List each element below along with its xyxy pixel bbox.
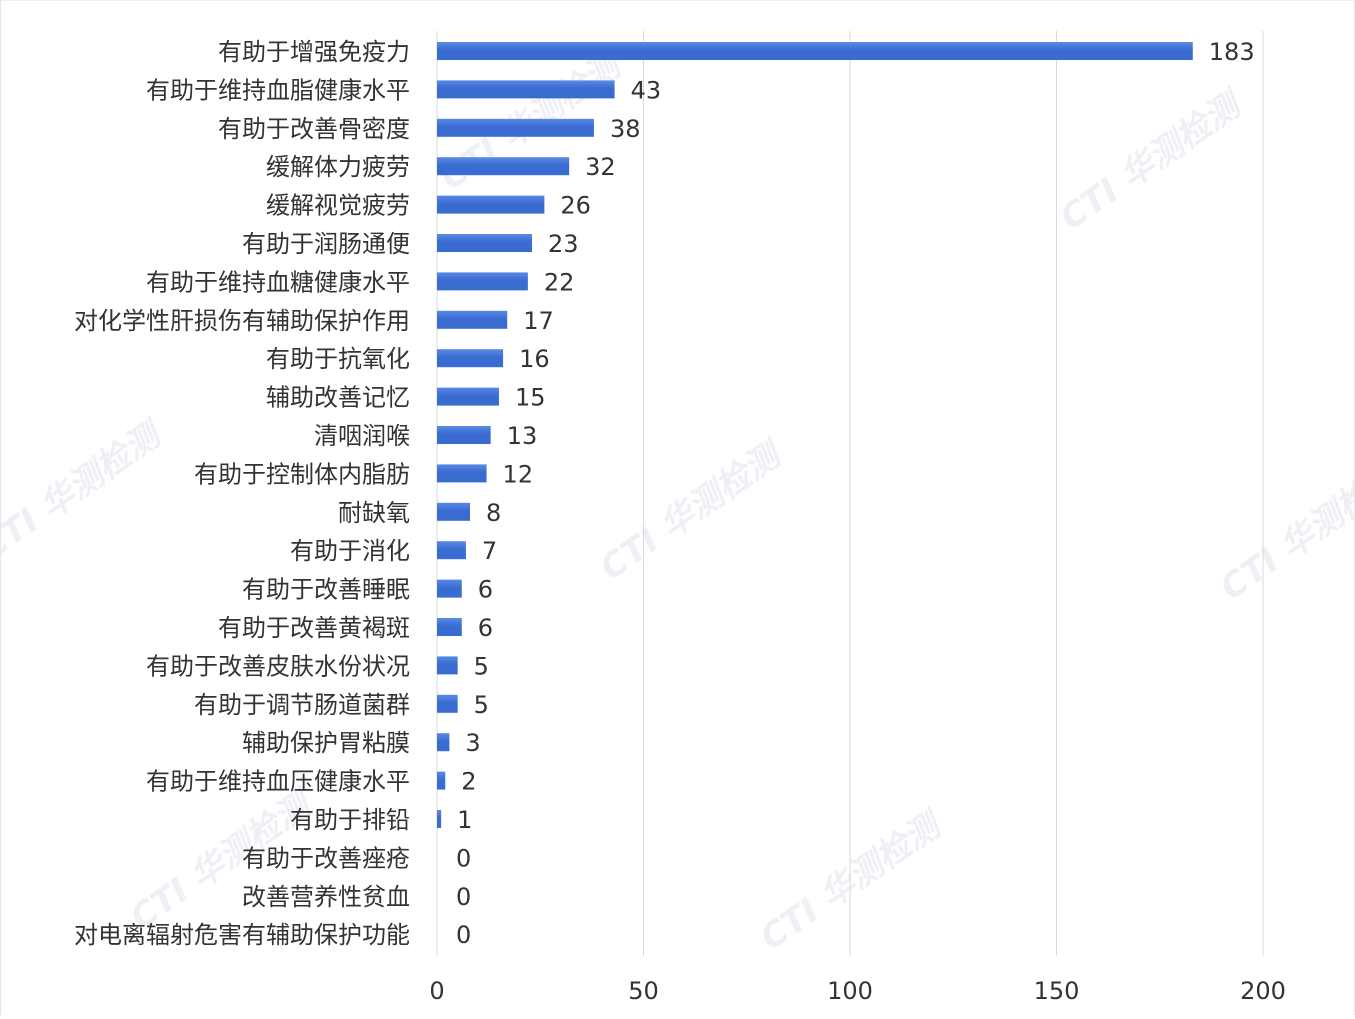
value-label: 17 — [523, 307, 554, 335]
bar — [437, 771, 446, 790]
x-tick-label: 150 — [1034, 977, 1080, 1005]
bar — [437, 618, 462, 636]
value-label: 43 — [631, 76, 662, 104]
value-label: 5 — [474, 691, 489, 719]
value-label: 32 — [585, 153, 616, 181]
category-label: 有助于维持血压健康水平 — [146, 768, 410, 796]
bar — [437, 42, 1193, 60]
value-label: 12 — [503, 460, 534, 488]
category-label: 有助于消化 — [290, 537, 410, 565]
category-label: 耐缺氧 — [338, 499, 410, 527]
category-label: 有助于调节肠道菌群 — [194, 691, 410, 719]
value-label: 22 — [544, 268, 575, 296]
category-label: 有助于润肠通便 — [242, 230, 410, 258]
value-label: 1 — [457, 806, 472, 834]
category-label: 有助于控制体内脂肪 — [194, 460, 410, 488]
bar — [437, 426, 491, 444]
gridlines — [436, 31, 1264, 956]
value-label: 26 — [560, 192, 591, 220]
bar — [437, 157, 570, 176]
category-labels: 有助于增强免疫力有助于维持血脂健康水平有助于改善骨密度缓解体力疲劳缓解视觉疲劳有… — [74, 38, 410, 949]
value-label: 13 — [507, 422, 538, 450]
category-label: 辅助改善记忆 — [266, 384, 410, 412]
watermark-text: CTI 华测检测 — [1, 412, 172, 568]
watermark-text: CTI 华测检测 — [753, 802, 952, 958]
category-label: 有助于增强免疫力 — [218, 38, 410, 66]
value-label: 0 — [456, 921, 471, 949]
watermark-layer: CTI 华测检测 CTI 华测检测 CTI 华测检测 CTI 华测检测 CTI 华测检测… — [0, 42, 1355, 958]
x-tick-label: 50 — [628, 977, 659, 1005]
value-label: 23 — [548, 230, 579, 258]
bar — [437, 656, 458, 675]
category-label: 有助于排铅 — [290, 806, 410, 834]
category-label: 有助于维持血糖健康水平 — [146, 268, 410, 296]
value-label: 6 — [478, 614, 493, 642]
x-tick-label: 100 — [827, 977, 873, 1005]
value-label: 0 — [456, 883, 471, 911]
value-label: 3 — [465, 729, 480, 757]
bar — [437, 234, 532, 252]
value-label: 15 — [515, 384, 546, 412]
bar — [437, 195, 545, 214]
value-label: 38 — [610, 115, 641, 143]
bar — [437, 118, 594, 137]
category-label: 辅助保护胃粘膜 — [242, 729, 410, 757]
bar — [437, 502, 471, 521]
bar — [437, 579, 462, 598]
x-axis-ticks: 0 50 100 150 200 — [429, 977, 1286, 1005]
category-label: 有助于改善黄褐斑 — [218, 614, 410, 642]
category-label: 清咽润喉 — [314, 422, 410, 450]
bar — [437, 310, 508, 329]
bar — [437, 387, 499, 406]
bar — [437, 541, 466, 560]
x-tick-label: 0 — [429, 977, 444, 1005]
bar — [437, 349, 504, 368]
x-tick-label: 200 — [1240, 977, 1286, 1005]
watermark-text: CTI 华测检测 — [1053, 82, 1252, 238]
bar — [437, 694, 458, 713]
value-label: 5 — [474, 652, 489, 680]
value-label: 6 — [478, 576, 493, 604]
category-label: 对化学性肝损伤有辅助保护作用 — [74, 307, 410, 335]
value-label: 0 — [456, 844, 471, 872]
category-label: 有助于改善痤疮 — [242, 844, 410, 872]
category-label: 有助于改善骨密度 — [218, 115, 410, 143]
category-label: 对电离辐射危害有辅助保护功能 — [74, 921, 410, 949]
value-label: 183 — [1209, 38, 1255, 66]
bar — [437, 464, 487, 483]
watermark-text: CTI 华测检测 — [1213, 452, 1354, 608]
bar — [437, 80, 615, 99]
category-label: 有助于抗氧化 — [266, 345, 410, 373]
category-label: 有助于改善睡眠 — [242, 576, 410, 604]
category-label: 有助于维持血脂健康水平 — [146, 76, 410, 104]
value-label: 16 — [519, 345, 550, 373]
bars — [437, 42, 1193, 828]
bar — [437, 733, 450, 752]
bar — [437, 810, 442, 828]
category-label: 缓解体力疲劳 — [266, 153, 410, 181]
value-label: 2 — [461, 768, 476, 796]
value-label: 7 — [482, 537, 497, 565]
category-label: 缓解视觉疲劳 — [266, 192, 410, 220]
category-label: 改善营养性贫血 — [242, 883, 410, 911]
watermark-text: CTI 华测检测 — [593, 432, 792, 588]
bar — [437, 272, 528, 291]
value-label: 8 — [486, 499, 501, 527]
category-label: 有助于改善皮肤水份状况 — [146, 652, 410, 680]
